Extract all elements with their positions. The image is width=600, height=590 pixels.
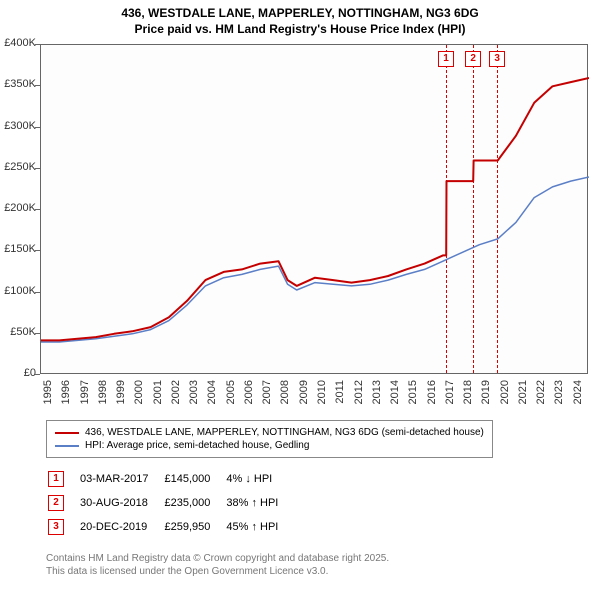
x-axis-label: 2023 [553,380,565,410]
title-line-2: Price paid vs. HM Land Registry's House … [0,22,600,38]
tx-price: £145,000 [164,468,224,490]
x-axis-label: 1997 [79,380,91,410]
x-axis-label: 2008 [279,380,291,410]
x-axis-label: 2009 [298,380,310,410]
x-axis-label: 2006 [243,380,255,410]
x-axis-label: 1999 [115,380,127,410]
x-axis-label: 1998 [97,380,109,410]
row-marker-badge: 2 [48,495,64,511]
x-axis-label: 2020 [499,380,511,410]
x-axis-label: 2019 [480,380,492,410]
x-axis-label: 2013 [371,380,383,410]
tx-pct: 45% ↑ HPI [226,516,292,538]
row-marker-badge: 3 [48,519,64,535]
y-axis-label: £400K [0,37,36,49]
y-axis-label: £250K [0,161,36,173]
y-axis-label: £150K [0,243,36,255]
tx-price: £235,000 [164,492,224,514]
table-row: 1 03-MAR-2017£145,0004% ↓ HPI [48,468,292,490]
x-axis-label: 2001 [152,380,164,410]
x-axis-label: 2003 [188,380,200,410]
chart-title-block: 436, WESTDALE LANE, MAPPERLEY, NOTTINGHA… [0,0,600,39]
legend-item: HPI: Average price, semi-detached house,… [55,440,484,451]
x-axis-label: 2021 [517,380,529,410]
y-axis-label: £200K [0,202,36,214]
tx-date: 30-AUG-2018 [80,492,162,514]
y-axis-label: £300K [0,120,36,132]
x-axis-label: 2024 [572,380,584,410]
x-axis-label: 2005 [225,380,237,410]
transactions-table: 1 03-MAR-2017£145,0004% ↓ HPI 2 30-AUG-2018… [46,466,294,540]
legend-box: 436, WESTDALE LANE, MAPPERLEY, NOTTINGHA… [46,420,493,458]
y-axis-label: £350K [0,78,36,90]
tx-pct: 38% ↑ HPI [226,492,292,514]
title-line-1: 436, WESTDALE LANE, MAPPERLEY, NOTTINGHA… [0,6,600,22]
x-axis-label: 2015 [407,380,419,410]
tx-price: £259,950 [164,516,224,538]
footer-attribution: Contains HM Land Registry data © Crown c… [46,552,389,578]
x-axis-label: 2002 [170,380,182,410]
x-axis-label: 2007 [261,380,273,410]
legend-swatch [55,432,79,434]
legend-item: 436, WESTDALE LANE, MAPPERLEY, NOTTINGHA… [55,427,484,438]
x-axis-label: 2010 [316,380,328,410]
legend-label: HPI: Average price, semi-detached house,… [85,440,309,451]
footer-line-1: Contains HM Land Registry data © Crown c… [46,552,389,565]
x-axis-label: 2012 [353,380,365,410]
row-marker-badge: 1 [48,471,64,487]
x-axis-label: 2018 [462,380,474,410]
x-axis-label: 2004 [206,380,218,410]
x-axis-label: 2016 [426,380,438,410]
chart-lines [41,45,589,375]
legend-swatch [55,445,79,447]
table-row: 2 30-AUG-2018£235,00038% ↑ HPI [48,492,292,514]
x-axis-label: 1995 [42,380,54,410]
y-axis-label: £0 [0,367,36,379]
chart-plot-area: 123 [40,44,588,374]
x-axis-label: 2014 [389,380,401,410]
x-axis-label: 2017 [444,380,456,410]
table-row: 3 20-DEC-2019£259,95045% ↑ HPI [48,516,292,538]
x-axis-label: 2022 [535,380,547,410]
x-axis-label: 2000 [133,380,145,410]
tx-date: 20-DEC-2019 [80,516,162,538]
tx-date: 03-MAR-2017 [80,468,162,490]
y-axis-label: £100K [0,285,36,297]
x-axis-label: 2011 [334,380,346,410]
footer-line-2: This data is licensed under the Open Gov… [46,565,389,578]
x-axis-label: 1996 [60,380,72,410]
tx-pct: 4% ↓ HPI [226,468,292,490]
legend-label: 436, WESTDALE LANE, MAPPERLEY, NOTTINGHA… [85,427,484,438]
y-axis-label: £50K [0,326,36,338]
